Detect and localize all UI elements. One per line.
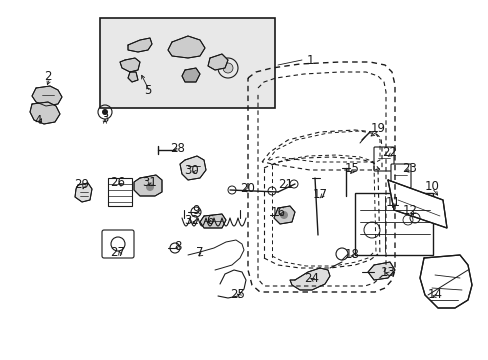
Polygon shape <box>289 268 329 290</box>
FancyBboxPatch shape <box>373 147 393 171</box>
Bar <box>100 18 274 108</box>
Text: 13: 13 <box>380 266 395 279</box>
Circle shape <box>280 211 287 219</box>
Text: 30: 30 <box>184 163 199 176</box>
FancyBboxPatch shape <box>102 230 134 258</box>
Polygon shape <box>180 156 205 180</box>
Polygon shape <box>134 175 162 196</box>
Bar <box>354 193 432 255</box>
Polygon shape <box>168 36 204 58</box>
Text: 21: 21 <box>278 177 293 190</box>
Text: 28: 28 <box>170 141 185 154</box>
Text: 5: 5 <box>144 84 151 96</box>
Polygon shape <box>30 102 60 124</box>
Text: 4: 4 <box>34 113 41 126</box>
Polygon shape <box>120 58 140 72</box>
Text: 27: 27 <box>110 246 125 258</box>
Text: 32: 32 <box>184 213 199 226</box>
Polygon shape <box>200 214 225 228</box>
Text: 17: 17 <box>312 188 327 201</box>
Polygon shape <box>32 86 62 106</box>
Text: 31: 31 <box>142 175 157 189</box>
Text: 18: 18 <box>344 248 359 261</box>
Text: 7: 7 <box>196 246 203 258</box>
Text: 25: 25 <box>230 288 245 301</box>
Polygon shape <box>128 38 152 52</box>
Text: 22: 22 <box>382 145 397 158</box>
Polygon shape <box>273 206 294 224</box>
Text: 19: 19 <box>370 122 385 135</box>
Bar <box>108 178 132 206</box>
Text: 15: 15 <box>344 162 359 175</box>
Polygon shape <box>182 68 200 82</box>
Text: 23: 23 <box>402 162 417 175</box>
Circle shape <box>223 63 232 73</box>
Polygon shape <box>367 262 394 280</box>
Text: 12: 12 <box>402 203 417 216</box>
Text: 14: 14 <box>427 288 442 301</box>
Polygon shape <box>75 183 92 202</box>
Text: 16: 16 <box>270 206 285 219</box>
Polygon shape <box>207 54 227 70</box>
Circle shape <box>146 183 154 191</box>
Text: 9: 9 <box>192 203 199 216</box>
Text: 29: 29 <box>74 177 89 190</box>
Text: 26: 26 <box>110 175 125 189</box>
Text: 10: 10 <box>424 180 439 193</box>
Polygon shape <box>387 180 446 228</box>
Text: 11: 11 <box>385 195 400 208</box>
Text: 20: 20 <box>240 181 255 194</box>
Text: 1: 1 <box>305 54 313 67</box>
Circle shape <box>102 109 108 115</box>
Polygon shape <box>419 255 471 308</box>
Text: 2: 2 <box>44 69 52 82</box>
FancyBboxPatch shape <box>390 164 410 188</box>
Polygon shape <box>128 72 138 82</box>
Text: 3: 3 <box>101 112 108 125</box>
Text: 8: 8 <box>174 239 182 252</box>
Text: 24: 24 <box>304 271 319 284</box>
Text: 6: 6 <box>206 213 213 226</box>
